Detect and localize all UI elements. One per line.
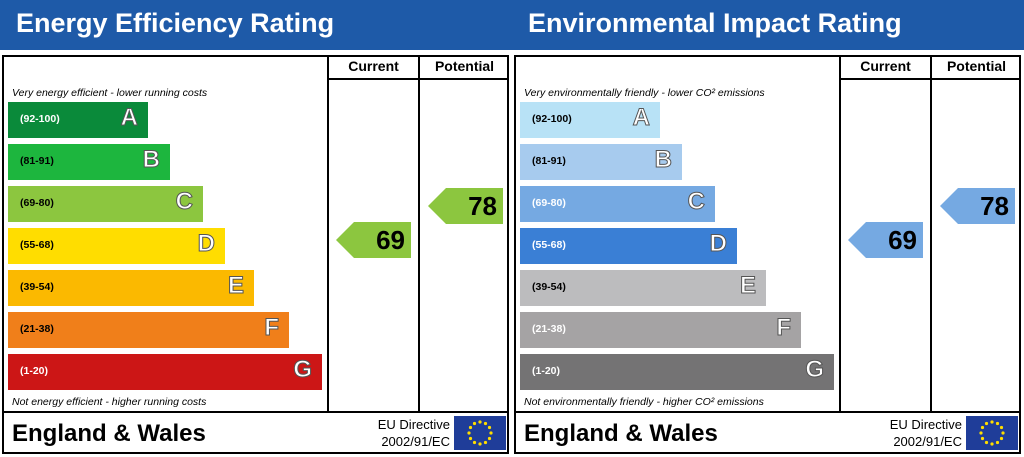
- environment-band-letter: B: [654, 146, 672, 174]
- environment-band-e: (39-54) E: [520, 270, 766, 306]
- energy-band-letter: D: [197, 230, 215, 258]
- energy-title: Energy Efficiency Rating: [16, 8, 335, 38]
- environment-band-range: (81-91): [532, 155, 566, 167]
- environment-band-range: (69-80): [532, 197, 566, 209]
- environment-title: Environmental Impact Rating: [528, 8, 902, 38]
- energy-band-range: (39-54): [20, 281, 54, 293]
- environment-current-arrow: 69: [848, 222, 923, 258]
- environmental-impact-panel: Environmental Impact Rating Current Pote…: [512, 0, 1024, 457]
- energy-current-value: 69: [376, 225, 405, 255]
- energy-band-a: (92-100) A: [8, 102, 148, 138]
- environment-band-letter: F: [776, 314, 792, 342]
- environment-band-range: (92-100): [532, 113, 572, 125]
- environment-divider-potential: [930, 55, 932, 412]
- energy-divider-potential: [418, 55, 420, 412]
- energy-header-rule: [327, 78, 509, 80]
- environment-band-range: (1-20): [532, 365, 561, 377]
- environment-band-letter: A: [632, 104, 650, 132]
- environment-band-letter: G: [805, 356, 825, 384]
- environment-eu-directive: EU Directive 2002/91/EC: [890, 416, 962, 450]
- environment-current-value: 69: [888, 225, 917, 255]
- environment-band-letter: D: [709, 230, 727, 258]
- environment-directive-line2: 2002/91/EC: [893, 434, 962, 449]
- energy-bottom-caption: Not energy efficient - higher running co…: [12, 396, 207, 408]
- eu-flag-icon: [454, 416, 506, 450]
- environment-band-c: (69-80) C: [520, 186, 715, 222]
- environment-band-range: (39-54): [532, 281, 566, 293]
- energy-band-range: (1-20): [20, 365, 49, 377]
- energy-band-e: (39-54) E: [8, 270, 254, 306]
- energy-band-range: (55-68): [20, 239, 54, 251]
- environment-band-g: (1-20) G: [520, 354, 834, 390]
- energy-band-f: (21-38) F: [8, 312, 289, 348]
- energy-band-letter: F: [264, 314, 280, 342]
- environment-band-letter: C: [687, 188, 705, 216]
- energy-band-range: (69-80): [20, 197, 54, 209]
- environment-title-bar: Environmental Impact Rating: [512, 0, 1024, 50]
- energy-top-caption: Very energy efficient - lower running co…: [12, 87, 208, 99]
- environment-col-potential: Potential: [946, 58, 1007, 74]
- energy-footer-rule: [2, 411, 509, 413]
- energy-band-range: (92-100): [20, 113, 60, 125]
- energy-band-g: (1-20) G: [8, 354, 322, 390]
- environment-band-range: (55-68): [532, 239, 566, 251]
- energy-band-letter: B: [142, 146, 160, 174]
- energy-band-letter: G: [293, 356, 313, 384]
- energy-divider-current: [327, 55, 329, 412]
- environment-band-b: (81-91) B: [520, 144, 682, 180]
- environment-footer-country: England & Wales: [524, 420, 718, 447]
- environment-bottom-caption: Not environmentally friendly - higher CO…: [524, 396, 764, 408]
- energy-eu-directive: EU Directive 2002/91/EC: [378, 416, 450, 450]
- environment-band-a: (92-100) A: [520, 102, 660, 138]
- eu-flag-icon: [966, 416, 1018, 450]
- environment-frame: [514, 55, 1021, 454]
- energy-band-d: (55-68) D: [8, 228, 225, 264]
- energy-current-arrow: 69: [336, 222, 411, 258]
- energy-frame: [2, 55, 509, 454]
- energy-directive-line1: EU Directive: [377, 417, 450, 432]
- environment-potential-value: 78: [980, 190, 1009, 221]
- energy-footer-country: England & Wales: [12, 420, 206, 447]
- environment-divider-current: [839, 55, 841, 412]
- environment-col-current: Current: [860, 58, 911, 74]
- environment-footer-rule: [514, 411, 1021, 413]
- energy-band-letter: C: [175, 188, 193, 216]
- environment-header-rule: [839, 78, 1021, 80]
- energy-title-bar: Energy Efficiency Rating: [0, 0, 512, 50]
- environment-top-caption: Very environmentally friendly - lower CO…: [524, 87, 765, 99]
- environment-potential-arrow: 78: [940, 187, 1015, 224]
- environment-band-d: (55-68) D: [520, 228, 737, 264]
- energy-band-range: (21-38): [20, 323, 54, 335]
- energy-potential-arrow: 78: [428, 187, 503, 224]
- energy-band-letter: E: [227, 272, 244, 300]
- energy-potential-value: 78: [468, 190, 497, 221]
- energy-efficiency-panel: Energy Efficiency Rating Current Potenti…: [0, 0, 512, 454]
- energy-band-c: (69-80) C: [8, 186, 203, 222]
- energy-band-letter: A: [120, 104, 138, 132]
- environment-directive-line1: EU Directive: [889, 417, 962, 432]
- energy-col-current: Current: [348, 58, 399, 74]
- energy-col-potential: Potential: [434, 58, 495, 74]
- environment-band-letter: E: [739, 272, 756, 300]
- environment-band-range: (21-38): [532, 323, 566, 335]
- environment-band-f: (21-38) F: [520, 312, 801, 348]
- energy-band-b: (81-91) B: [8, 144, 170, 180]
- energy-band-range: (81-91): [20, 155, 54, 167]
- energy-directive-line2: 2002/91/EC: [381, 434, 450, 449]
